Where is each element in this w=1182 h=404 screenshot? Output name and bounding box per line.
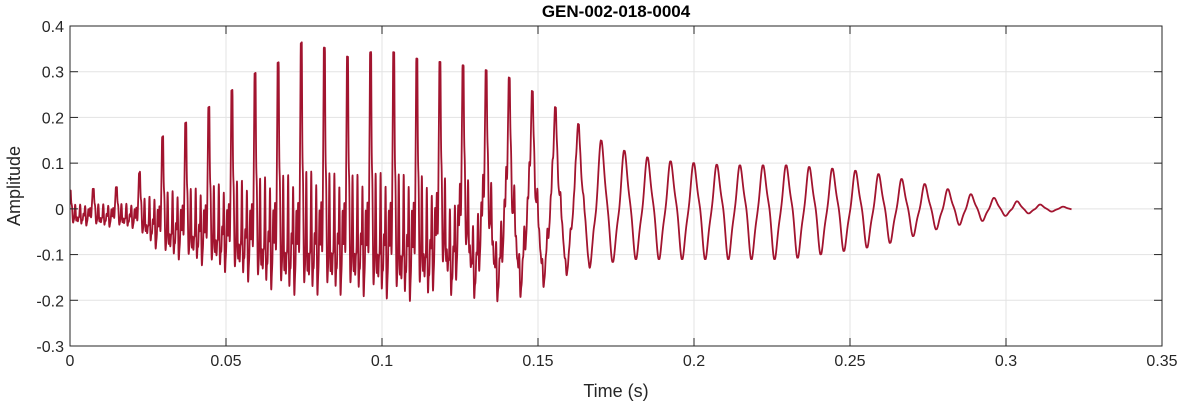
plot-area <box>70 26 1162 346</box>
y-tick-label: 0.2 <box>42 110 64 127</box>
chart-title: GEN-002-018-0004 <box>542 2 691 21</box>
y-tick-label: 0.3 <box>42 65 64 82</box>
waveform-series <box>69 41 1073 303</box>
y-tick-label: 0.1 <box>42 156 64 173</box>
plot-frame <box>69 25 1163 347</box>
x-tick-label: 0.25 <box>834 353 865 370</box>
y-axis: -0.3 -0.2 -0.1 0 0.1 0.2 0.3 0.4 <box>36 19 1162 356</box>
y-tick-label: -0.2 <box>36 293 64 310</box>
x-axis: 0 0.05 0.1 0.15 0.2 0.25 0.3 0.35 <box>66 26 1178 370</box>
x-tick-label: 0.3 <box>995 353 1017 370</box>
x-tick-label: 0.2 <box>683 353 705 370</box>
y-tick-label: -0.3 <box>36 339 64 356</box>
x-tick-label: 0.1 <box>371 353 393 370</box>
x-tick-label: 0.15 <box>522 353 553 370</box>
x-tick-label: 0 <box>66 353 75 370</box>
waveform-line <box>69 41 1073 303</box>
y-tick-label: 0.4 <box>42 19 64 36</box>
y-tick-label: 0 <box>55 202 64 219</box>
x-axis-title: Time (s) <box>583 381 648 401</box>
y-tick-label: -0.1 <box>36 248 64 265</box>
y-axis-title: Amplitude <box>4 146 24 226</box>
x-tick-label: 0.05 <box>210 353 241 370</box>
x-tick-label: 0.35 <box>1146 353 1177 370</box>
